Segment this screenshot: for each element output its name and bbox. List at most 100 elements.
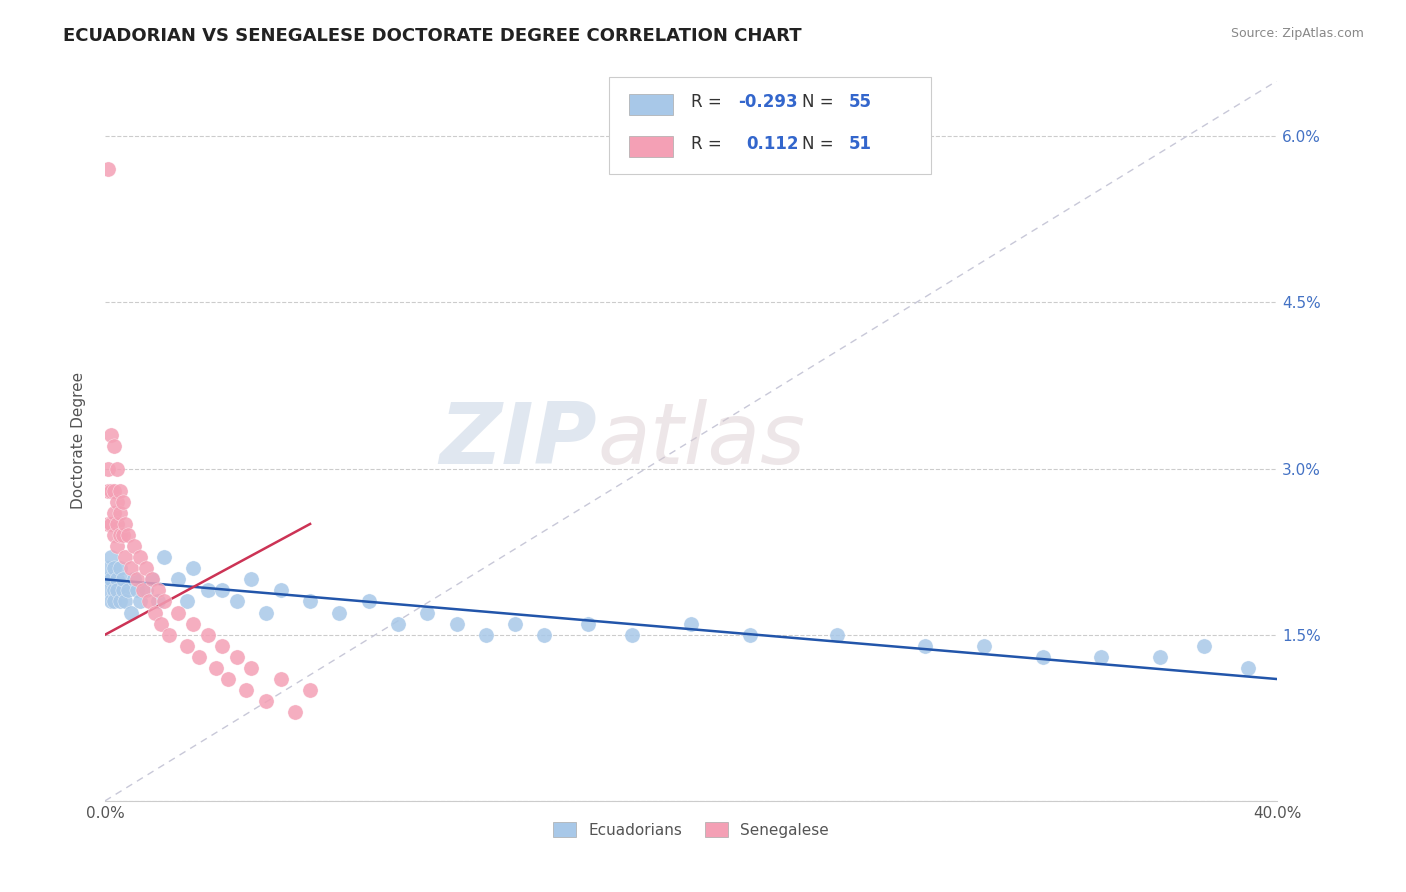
Point [1192,639,1215,653]
Point [1236,661,1258,675]
Point [105,583,128,598]
Point [103,528,125,542]
Point [100,483,122,498]
Point [103,583,125,598]
Text: ECUADORIAN VS SENEGALESE DOCTORATE DEGREE CORRELATION CHART: ECUADORIAN VS SENEGALESE DOCTORATE DEGRE… [63,27,801,45]
Point [103,506,125,520]
Point [211,583,233,598]
Point [621,628,644,642]
Point [240,661,263,675]
Point [176,594,198,608]
Text: Source: ZipAtlas.com: Source: ZipAtlas.com [1230,27,1364,40]
Point [225,594,247,608]
Point [108,506,131,520]
Point [124,572,146,586]
Point [111,572,134,586]
Point [973,639,995,653]
Text: R =: R = [690,94,727,112]
Point [100,594,122,608]
Point [141,572,163,586]
Point [146,594,169,608]
Point [135,561,157,575]
Point [146,583,169,598]
FancyBboxPatch shape [609,78,931,175]
Point [217,672,239,686]
Point [149,616,172,631]
Point [357,594,380,608]
Point [105,461,128,475]
Point [167,572,190,586]
Point [152,550,174,565]
Point [108,594,131,608]
Legend: Ecuadorians, Senegalese: Ecuadorians, Senegalese [547,815,835,844]
Point [120,606,142,620]
Point [181,561,204,575]
Point [100,572,122,586]
Point [270,583,292,598]
Point [103,439,125,453]
Point [914,639,936,653]
Point [211,639,233,653]
Bar [628,94,673,115]
Point [129,550,152,565]
Point [97,483,120,498]
Text: N =: N = [803,94,839,112]
Point [108,528,131,542]
Point [135,583,157,598]
Point [143,606,166,620]
Point [103,594,125,608]
Point [111,583,134,598]
Point [105,516,128,531]
Point [97,583,120,598]
Point [240,572,263,586]
Point [1090,649,1112,664]
Point [387,616,409,631]
Point [254,694,277,708]
Point [1032,649,1054,664]
Point [328,606,350,620]
Point [100,516,122,531]
Point [1149,649,1171,664]
Text: atlas: atlas [598,400,806,483]
Point [176,639,198,653]
Point [827,628,849,642]
Point [270,672,292,686]
Point [117,528,139,542]
Point [503,616,526,631]
Point [100,550,122,565]
Point [97,561,120,575]
Text: 55: 55 [849,94,872,112]
Point [416,606,439,620]
Point [124,539,146,553]
Point [533,628,555,642]
Point [97,162,120,177]
Point [105,572,128,586]
Point [225,649,247,664]
Point [129,594,152,608]
Text: -0.293: -0.293 [738,94,797,112]
Point [679,616,702,631]
Point [152,594,174,608]
Point [97,572,120,586]
Point [114,594,136,608]
Point [127,572,149,586]
Point [578,616,600,631]
Point [114,516,136,531]
Point [159,628,181,642]
Bar [628,136,673,157]
Point [127,583,149,598]
Point [138,594,160,608]
Point [197,628,219,642]
Text: R =: R = [690,136,727,153]
Point [299,594,322,608]
Text: N =: N = [803,136,839,153]
Point [103,561,125,575]
Point [141,572,163,586]
Point [97,516,120,531]
Point [187,649,209,664]
Point [475,628,498,642]
Y-axis label: Doctorate Degree: Doctorate Degree [72,372,86,509]
Point [181,616,204,631]
Point [111,528,134,542]
Point [299,683,322,698]
